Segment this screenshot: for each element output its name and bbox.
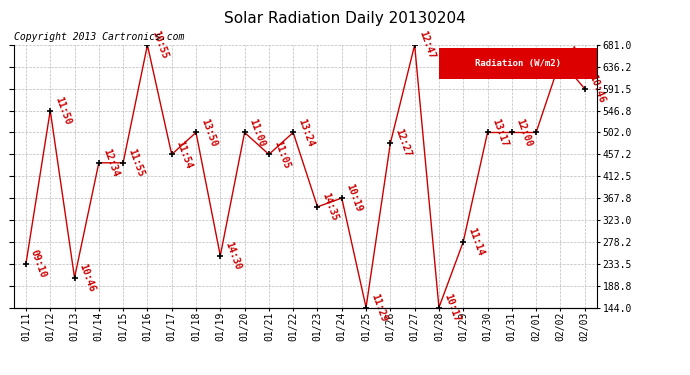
Text: 13:50: 13:50: [199, 117, 218, 148]
Text: 14:30: 14:30: [223, 240, 243, 271]
Text: 11:29: 11:29: [369, 292, 388, 323]
Text: Solar Radiation Daily 20130204: Solar Radiation Daily 20130204: [224, 11, 466, 26]
Text: Copyright 2013 Cartronics.com: Copyright 2013 Cartronics.com: [14, 32, 184, 42]
Text: 11:00: 11:00: [248, 117, 267, 148]
Text: 11:54: 11:54: [175, 139, 194, 170]
Text: 11:05: 11:05: [272, 139, 291, 170]
Text: 10:46: 10:46: [77, 262, 97, 293]
Text: 09:10: 09:10: [29, 248, 48, 279]
Text: 13:24: 13:24: [296, 117, 315, 148]
Text: 11:14: 11:14: [466, 226, 486, 257]
Text: 12:00: 12:00: [515, 117, 534, 148]
Text: 14:35: 14:35: [320, 191, 340, 222]
Text: 10:46: 10:46: [588, 73, 607, 104]
Text: 10:19: 10:19: [345, 183, 364, 214]
Text: 13:17: 13:17: [491, 117, 510, 148]
Text: 11:55: 11:55: [126, 147, 146, 178]
Text: 12:47: 12:47: [417, 30, 437, 60]
Text: 11:50: 11:50: [53, 95, 72, 126]
Text: 12:27: 12:27: [393, 128, 413, 159]
Text: 11:46: 11:46: [563, 45, 583, 76]
Text: 10:17: 10:17: [442, 292, 462, 323]
Text: 12:34: 12:34: [101, 147, 121, 178]
Text: 10:55: 10:55: [150, 30, 170, 60]
